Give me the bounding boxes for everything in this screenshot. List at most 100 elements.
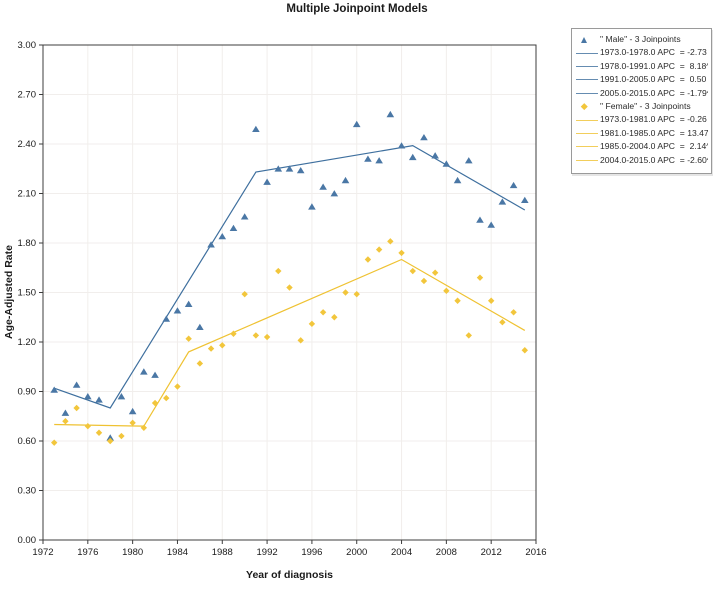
female-data-point <box>207 345 215 352</box>
x-axis-label: Year of diagnosis <box>246 569 333 581</box>
female-data-point <box>454 297 461 304</box>
male-data-point <box>84 393 92 400</box>
female-data-point <box>241 290 248 298</box>
female-data-point <box>409 267 416 275</box>
legend-male-apc-0: 1973.0-1978.0 APC = -2.73 <box>576 46 708 59</box>
male-data-point <box>117 393 126 400</box>
male-data-point <box>386 110 395 118</box>
female-data-point <box>151 399 159 407</box>
y-tick-label: 1.50 <box>18 288 37 299</box>
apc-line-icon <box>576 132 598 134</box>
legend-male-header: " Male" - 3 Joinpoints <box>576 33 708 46</box>
female-data-point <box>499 319 506 326</box>
female-data-point <box>163 394 170 402</box>
female-data-point <box>84 422 92 430</box>
female-data-point <box>129 419 136 427</box>
female-data-point <box>353 290 360 298</box>
female-data-point <box>140 424 148 431</box>
legend-female-apc-2: 1985.0-2004.0 APC = 2.14^ <box>576 140 708 153</box>
male-data-point <box>61 409 70 416</box>
male-data-point <box>352 120 361 128</box>
x-tick-label: 2008 <box>436 547 457 558</box>
male-data-point <box>509 181 518 189</box>
female-data-point <box>387 238 394 245</box>
male-data-point <box>151 371 159 378</box>
apc-line-icon <box>576 119 598 121</box>
female-data-point <box>275 267 282 275</box>
female-diamond-icon <box>581 103 588 110</box>
female-data-point <box>196 360 204 367</box>
male-data-point <box>106 434 115 441</box>
y-tick-label: 2.40 <box>18 139 37 150</box>
female-data-point <box>51 439 58 446</box>
male-data-point <box>229 224 238 232</box>
y-tick-label: 1.80 <box>18 238 37 249</box>
male-data-point <box>476 216 484 223</box>
legend-female-apc-0: 1973.0-1981.0 APC = -0.26 <box>576 113 708 126</box>
male-data-point <box>442 160 451 167</box>
male-data-point <box>285 165 294 172</box>
y-tick-label: 0.60 <box>18 436 37 447</box>
female-data-point <box>476 274 484 281</box>
male-data-point <box>196 323 204 331</box>
y-tick-label: 2.70 <box>18 90 37 101</box>
male-data-point <box>453 176 462 184</box>
female-data-point <box>263 333 271 341</box>
legend-female-apc-2-label: 1985.0-2004.0 APC = 2.14^ <box>600 141 708 152</box>
male-data-point <box>218 233 227 240</box>
female-data-point <box>342 289 349 296</box>
legend-male-apc-1: 1978.0-1991.0 APC = 8.18^ <box>576 60 708 73</box>
male-data-point <box>252 125 260 133</box>
legend-female-apc-1-label: 1981.0-1985.0 APC = 13.47 <box>600 127 708 138</box>
legend-female-apc-3-label: 2004.0-2015.0 APC = -2.60^ <box>600 154 708 165</box>
male-data-point <box>240 213 249 220</box>
female-data-point <box>487 297 495 304</box>
male-data-point <box>431 152 439 159</box>
legend-male-apc-1-label: 1978.0-1991.0 APC = 8.18^ <box>600 60 708 71</box>
male-data-point <box>364 155 372 162</box>
legend-female-apc-3: 2004.0-2015.0 APC = -2.60^ <box>576 154 708 167</box>
female-data-point <box>174 383 181 390</box>
y-tick-label: 0.90 <box>18 387 37 398</box>
female-data-point <box>420 277 428 285</box>
male-data-point <box>263 178 271 185</box>
male-data-point <box>50 386 59 393</box>
female-data-point <box>118 432 125 440</box>
female-data-point <box>62 418 69 425</box>
female-data-point <box>230 330 237 337</box>
legend-female-apc-0-label: 1973.0-1981.0 APC = -0.26 <box>600 114 707 125</box>
male-data-point <box>464 157 473 164</box>
apc-line-icon <box>576 52 598 54</box>
female-data-point <box>510 309 517 316</box>
male-data-point <box>408 153 417 161</box>
male-data-point <box>173 307 182 314</box>
male-data-point <box>274 165 283 172</box>
x-tick-label: 1972 <box>32 547 53 558</box>
x-tick-label: 1996 <box>301 547 322 558</box>
y-tick-label: 2.10 <box>18 189 37 200</box>
female-data-point <box>375 246 383 253</box>
male-data-point <box>330 190 339 197</box>
male-data-point <box>397 142 406 149</box>
female-data-point <box>364 256 372 263</box>
female-data-point <box>297 337 304 344</box>
female-data-point <box>465 332 472 339</box>
female-data-point <box>331 314 338 321</box>
x-tick-label: 1984 <box>167 547 188 558</box>
female-data-point <box>73 404 80 412</box>
legend-male-apc-0-label: 1973.0-1978.0 APC = -2.73 <box>600 47 707 58</box>
male-data-point <box>207 241 215 248</box>
x-tick-label: 2016 <box>525 547 546 558</box>
female-data-point <box>95 429 103 436</box>
female-data-point <box>431 269 439 276</box>
female-data-point <box>252 332 260 339</box>
legend-male-apc-2-label: 1991.0-2005.0 APC = 0.50 <box>600 74 707 85</box>
apc-line-icon <box>576 146 598 148</box>
x-tick-label: 2004 <box>391 547 412 558</box>
legend: " Male" - 3 Joinpoints 1973.0-1978.0 APC … <box>571 28 712 174</box>
legend-male-header-label: " Male" - 3 Joinpoints <box>600 34 681 44</box>
y-axis-label: Age-Adjusted Rate <box>3 245 15 339</box>
female-data-point <box>521 347 528 354</box>
chart-title: Multiple Joinpoint Models <box>286 3 428 15</box>
